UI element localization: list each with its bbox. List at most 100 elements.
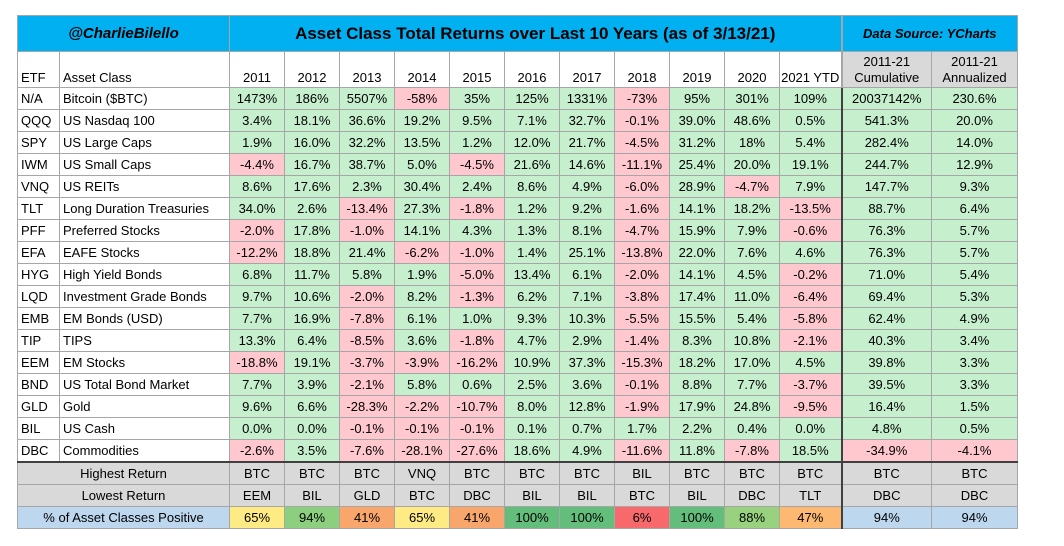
return-cell: 5.4% [724,307,780,330]
return-cell: 14.1% [669,263,725,286]
etf-ticker: BIL [17,417,60,440]
return-cell: -13.4% [339,197,395,220]
return-cell: -0.1% [449,417,505,440]
return-cell: 35% [449,87,505,110]
cumulative-return-cell: -34.9% [840,439,932,463]
summary-cell: 41% [339,506,395,529]
table-row: DBC Commodities -2.6% 3.5% -7.6% -28.1% -27.6%… [17,439,1018,463]
annualized-return-cell: -4.1% [931,439,1018,463]
summary-cell: BTC [669,461,725,485]
return-cell: -3.7% [779,373,842,396]
header-etf: ETF [17,51,60,88]
summary-cell: BTC [559,461,615,485]
return-cell: 9.5% [449,109,505,132]
return-cell: 32.7% [559,109,615,132]
table-row: PFF Preferred Stocks -2.0% 17.8% -1.0% 14.1% 4… [17,219,1018,242]
summary-cell: 100% [559,506,615,529]
return-cell: -1.3% [449,285,505,308]
return-cell: 10.9% [504,351,560,374]
summary-cell: 47% [779,506,842,529]
return-cell: 10.8% [724,329,780,352]
summary-cell: BIL [504,484,560,507]
return-cell: -28.1% [394,439,450,463]
asset-class-name: US Large Caps [59,131,230,154]
return-cell: 1.9% [229,131,285,154]
etf-ticker: QQQ [17,109,60,132]
return-cell: -2.1% [779,329,842,352]
return-cell: 95% [669,87,725,110]
return-cell: -0.1% [394,417,450,440]
etf-ticker: BND [17,373,60,396]
return-cell: 18% [724,131,780,154]
summary-cell: 94% [284,506,340,529]
return-cell: 6.1% [559,263,615,286]
return-cell: 17.8% [284,219,340,242]
table-row: GLD Gold 9.6% 6.6% -28.3% -2.2% -10.7% 8.0% 12.8… [17,395,1018,418]
header-annualized-line: Annualized [942,70,1007,85]
summary-cumulative-cell: DBC [840,484,932,507]
return-cell: 21.7% [559,131,615,154]
return-cell: 15.9% [669,219,725,242]
cumulative-return-cell: 62.4% [840,307,932,330]
return-cell: -0.1% [614,373,670,396]
summary-cell: BIL [284,484,340,507]
return-cell: 12.8% [559,395,615,418]
header-year: 2021 YTD [779,51,842,88]
return-cell: -12.2% [229,241,285,264]
return-cell: 1.2% [449,131,505,154]
return-cell: 1.7% [614,417,670,440]
return-cell: 1.2% [504,197,560,220]
return-cell: -0.1% [339,417,395,440]
return-cell: 48.6% [724,109,780,132]
return-cell: 7.7% [724,373,780,396]
cumulative-return-cell: 16.4% [840,395,932,418]
etf-ticker: IWM [17,153,60,176]
annualized-return-cell: 1.5% [931,395,1018,418]
header-year: 2012 [284,51,340,88]
return-cell: 16.0% [284,131,340,154]
cumulative-return-cell: 69.4% [840,285,932,308]
annualized-return-cell: 5.7% [931,241,1018,264]
return-cell: -8.5% [339,329,395,352]
return-cell: -10.7% [449,395,505,418]
return-cell: 18.8% [284,241,340,264]
return-cell: 18.1% [284,109,340,132]
return-cell: 10.6% [284,285,340,308]
return-cell: -4.4% [229,153,285,176]
header-asset-class: Asset Class [59,51,230,88]
table-row: EEM EM Stocks -18.8% 19.1% -3.7% -3.9% -16.2% 1… [17,351,1018,374]
return-cell: 16.7% [284,153,340,176]
return-cell: 18.5% [779,439,842,463]
return-cell: 4.7% [504,329,560,352]
summary-cell: VNQ [394,461,450,485]
return-cell: -0.2% [779,263,842,286]
summary-cumulative-cell: 94% [840,506,932,529]
asset-class-name: Long Duration Treasuries [59,197,230,220]
return-cell: 18.6% [504,439,560,463]
cumulative-return-cell: 4.8% [840,417,932,440]
return-cell: 301% [724,87,780,110]
return-cell: 25.1% [559,241,615,264]
return-cell: 21.4% [339,241,395,264]
return-cell: 6.6% [284,395,340,418]
return-cell: 17.9% [669,395,725,418]
return-cell: 3.9% [284,373,340,396]
return-cell: -2.0% [339,285,395,308]
return-cell: 3.6% [559,373,615,396]
annualized-return-cell: 0.5% [931,417,1018,440]
return-cell: 13.4% [504,263,560,286]
return-cell: -1.0% [339,219,395,242]
return-cell: 5.8% [394,373,450,396]
etf-ticker: N/A [17,87,60,110]
return-cell: 7.9% [779,175,842,198]
summary-cell: GLD [339,484,395,507]
summary-cumulative-cell: BTC [840,461,932,485]
return-cell: 11.0% [724,285,780,308]
return-cell: 18.2% [724,197,780,220]
table-row: IWM US Small Caps -4.4% 16.7% 38.7% 5.0% -4.5%… [17,153,1018,176]
return-cell: -2.6% [229,439,285,463]
annualized-return-cell: 5.3% [931,285,1018,308]
return-cell: 0.6% [449,373,505,396]
return-cell: 0.0% [284,417,340,440]
return-cell: 8.0% [504,395,560,418]
